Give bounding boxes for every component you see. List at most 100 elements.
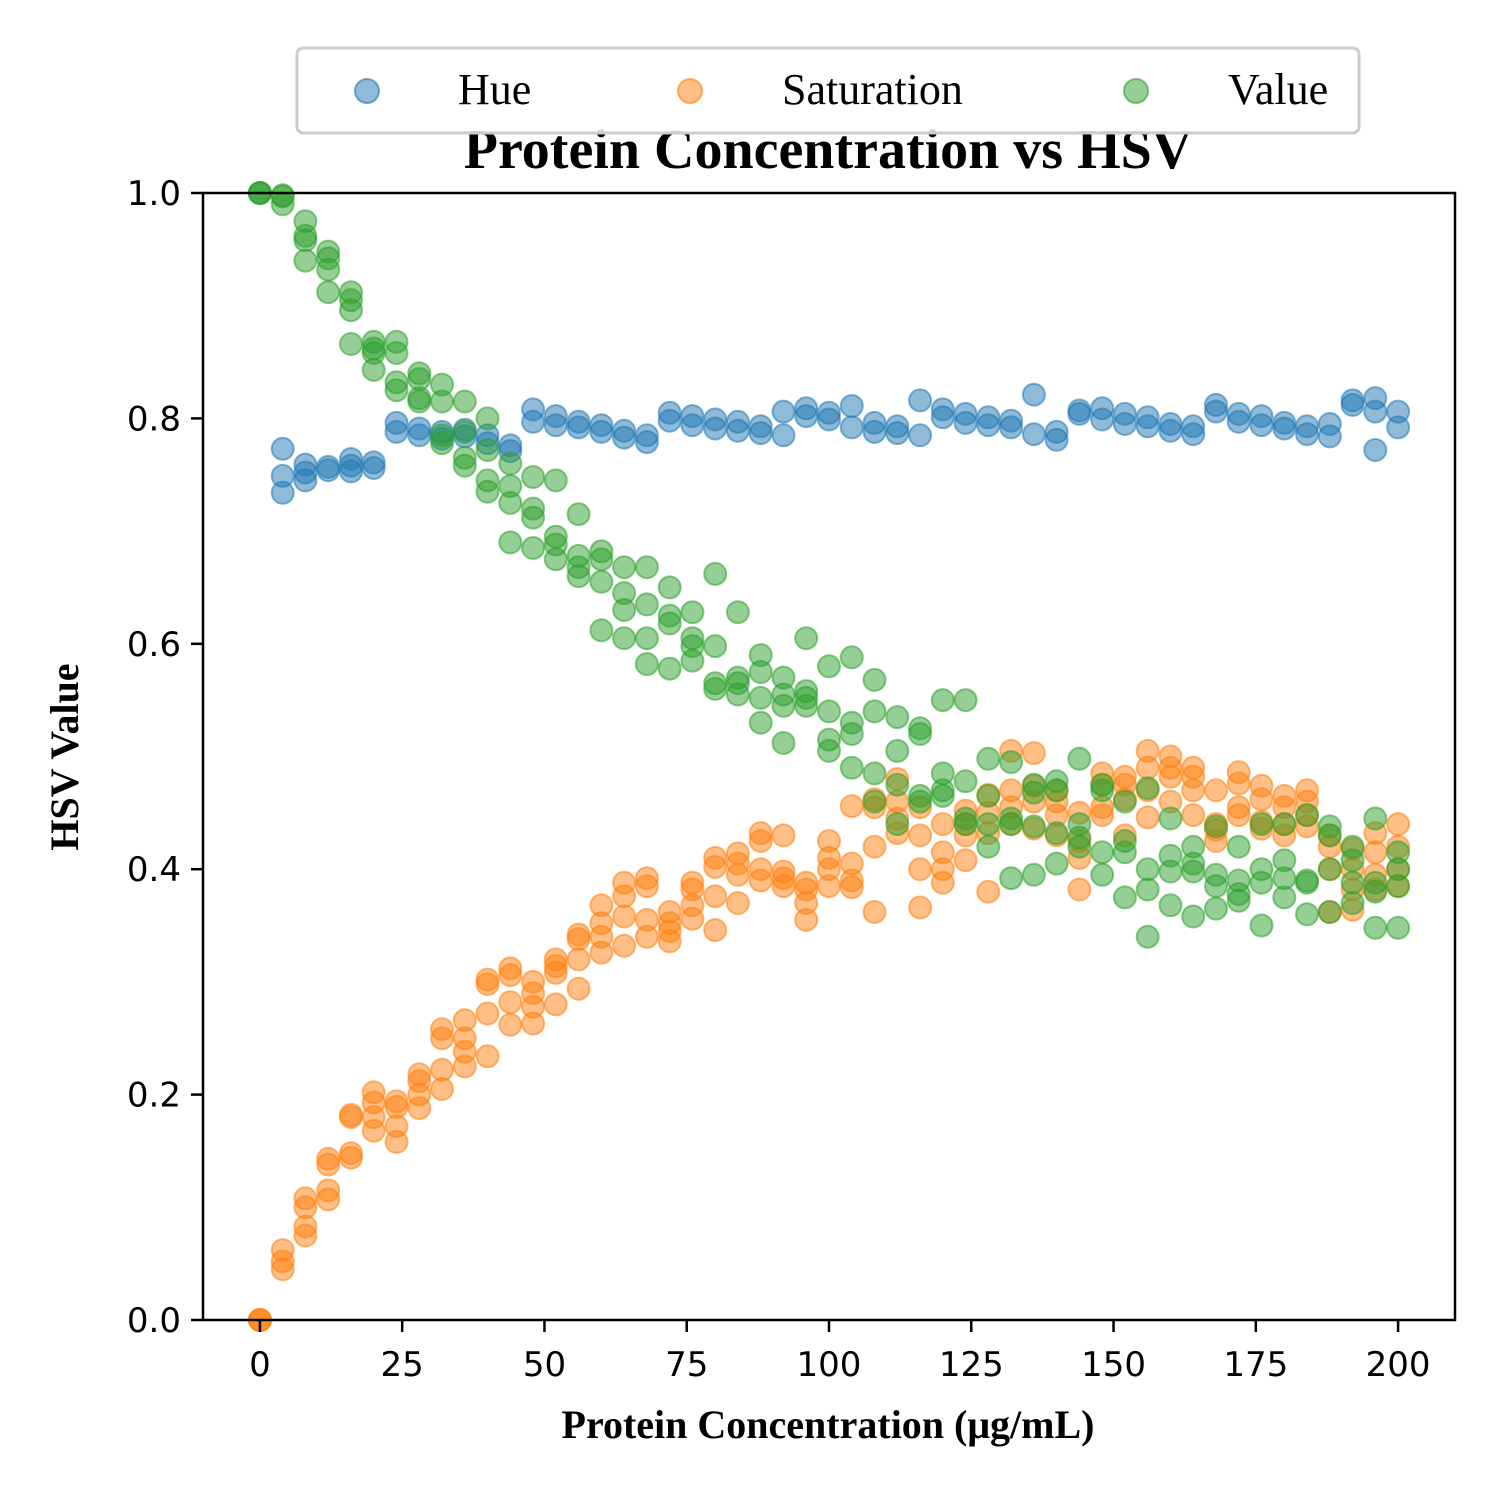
point-hue	[293, 468, 318, 493]
point-value	[839, 722, 864, 746]
point-hue	[1158, 418, 1183, 443]
point-value	[361, 357, 386, 382]
point-saturation	[475, 1001, 500, 1026]
point-value	[771, 731, 796, 755]
point-value	[1021, 814, 1046, 839]
point-value	[1340, 870, 1365, 895]
point-value	[885, 772, 910, 797]
point-value	[1272, 812, 1297, 837]
point-saturation	[839, 875, 864, 900]
point-hue	[1021, 422, 1046, 447]
point-saturation	[1181, 778, 1206, 803]
point-value	[748, 660, 773, 684]
legend-label-hue: Hue	[458, 65, 531, 114]
point-hue	[521, 409, 546, 434]
point-value	[1317, 900, 1342, 924]
point-saturation	[1363, 840, 1388, 865]
point-value	[1204, 896, 1228, 921]
point-value	[1158, 859, 1183, 884]
point-hue	[930, 405, 955, 430]
point-value	[703, 561, 728, 586]
point-saturation	[339, 1105, 363, 1130]
point-hue	[794, 404, 819, 429]
point-hue	[817, 407, 841, 432]
point-value	[475, 438, 500, 462]
point-value	[430, 431, 454, 456]
point-saturation	[725, 862, 750, 887]
point-value	[430, 389, 454, 414]
point-hue	[1249, 413, 1274, 438]
point-value	[339, 298, 363, 323]
point-value	[612, 598, 637, 622]
point-value	[1386, 915, 1411, 940]
point-saturation	[1204, 778, 1228, 803]
point-value	[543, 468, 568, 493]
axes: 0 25 50 75 100 125 150 175 200 0.0 0.2 0.4 0.6 0.8 1.0	[127, 174, 1457, 1385]
point-hue	[1021, 382, 1046, 407]
point-saturation	[1135, 805, 1160, 830]
point-value	[999, 866, 1024, 891]
point-saturation	[1135, 755, 1160, 780]
point-saturation	[498, 963, 523, 988]
point-value	[1340, 891, 1365, 915]
point-saturation	[930, 870, 955, 895]
point-saturation	[1249, 787, 1274, 812]
point-value	[680, 600, 705, 625]
point-value	[1067, 746, 1092, 771]
x-tick-label: 75	[665, 1345, 708, 1385]
point-value	[839, 645, 864, 670]
point-saturation	[270, 1257, 295, 1282]
point-value	[1158, 806, 1183, 831]
point-value	[1112, 885, 1137, 910]
point-value	[1135, 776, 1160, 801]
point-saturation	[316, 1187, 341, 1212]
y-tick-label: 0.8	[127, 399, 181, 439]
point-value	[862, 761, 887, 786]
point-value	[1386, 874, 1411, 899]
point-saturation	[407, 1096, 432, 1121]
y-tick-label: 0.6	[127, 625, 181, 665]
point-saturation	[566, 927, 591, 952]
point-value	[293, 248, 318, 273]
legend-marker-hue	[354, 78, 380, 104]
legend: Hue Saturation Value	[295, 46, 1361, 135]
point-value	[885, 738, 910, 763]
legend-marker-saturation	[677, 78, 703, 104]
point-value	[1317, 857, 1342, 882]
point-value	[1135, 877, 1160, 902]
point-value	[657, 611, 682, 636]
point-value	[908, 722, 933, 746]
x-tick-label: 100	[797, 1345, 862, 1385]
point-value	[1340, 848, 1365, 873]
point-hue	[703, 416, 728, 441]
y-tick-label: 0.4	[127, 850, 181, 890]
point-saturation	[680, 906, 705, 931]
point-saturation	[862, 834, 887, 859]
point-hue	[657, 408, 682, 433]
point-value	[999, 812, 1024, 837]
point-value	[1204, 874, 1228, 899]
point-value	[657, 575, 682, 600]
point-value	[1249, 812, 1274, 837]
point-saturation	[430, 1077, 454, 1101]
y-tick-label: 0.2	[127, 1076, 181, 1116]
point-hue	[543, 413, 568, 438]
point-hue	[612, 425, 637, 450]
point-saturation	[1226, 803, 1251, 828]
point-value	[953, 688, 978, 713]
point-hue	[839, 394, 864, 418]
point-value	[316, 257, 341, 282]
point-saturation	[634, 924, 659, 949]
point-value	[817, 654, 841, 679]
point-saturation	[475, 1044, 500, 1069]
point-hue	[589, 419, 614, 444]
point-saturation	[908, 895, 933, 920]
point-hue	[908, 423, 933, 448]
point-hue	[862, 419, 887, 444]
point-hue	[771, 423, 796, 448]
point-value	[1295, 803, 1319, 828]
point-value	[1181, 859, 1206, 884]
point-saturation	[748, 829, 773, 853]
point-value	[862, 667, 887, 692]
